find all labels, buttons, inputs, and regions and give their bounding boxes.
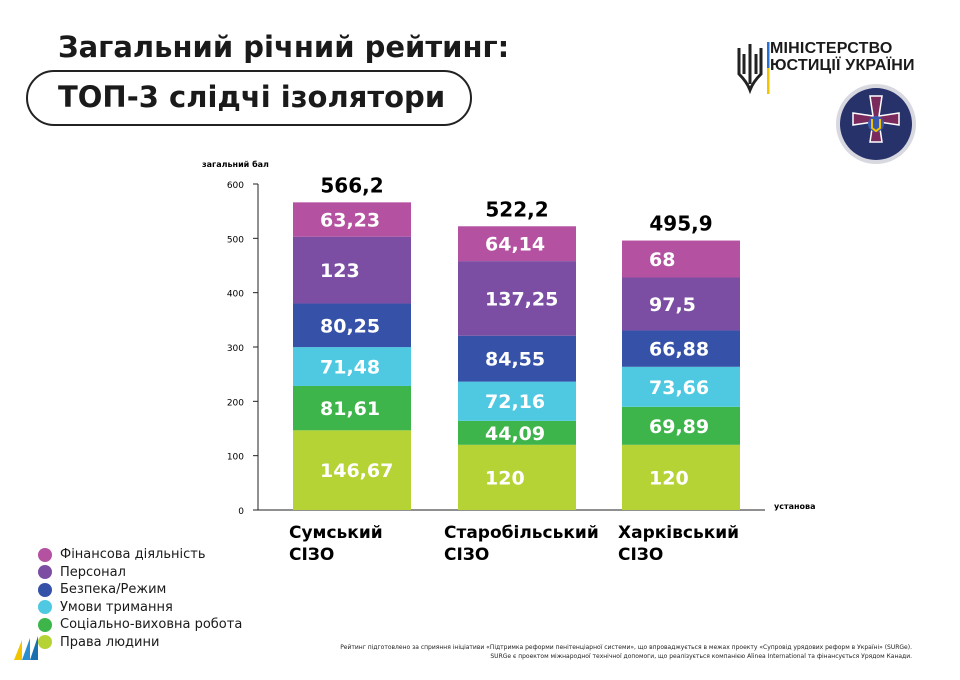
legend-item: Персонал (38, 564, 242, 582)
legend-swatch (38, 635, 52, 650)
bar-segment (458, 261, 576, 336)
category-label: Харківський (618, 523, 739, 543)
data-label: 81,61 (320, 398, 380, 420)
bar-segment (458, 444, 576, 510)
y-tick-label: 400 (227, 290, 244, 300)
surge-logo-icon (14, 636, 38, 660)
legend-label: Умови тримання (60, 599, 173, 615)
penitentiary-emblem-icon (836, 84, 916, 164)
data-label: 66,88 (649, 339, 709, 361)
data-label: 64,14 (485, 234, 545, 256)
data-label: 68 (649, 249, 675, 271)
data-label: 73,66 (649, 377, 709, 399)
legend-label: Безпека/Режим (60, 582, 167, 598)
ministry-logo-text: МІНІСТЕРСТВО ЮСТИЦІЇ УКРАЇНИ (770, 40, 915, 74)
bar-segment (458, 420, 576, 445)
bar-segment (293, 385, 411, 431)
y-axis-label: загальний бал (202, 159, 269, 169)
legend-swatch (38, 600, 52, 615)
x-axis-label: установа (774, 502, 815, 511)
category-label: СІЗО (289, 545, 334, 565)
data-label: 137,25 (485, 288, 558, 310)
total-label: 566,2 (320, 173, 383, 197)
legend-swatch (38, 565, 52, 580)
legend-swatch (38, 617, 52, 632)
bar-segment (293, 236, 411, 304)
bar-segment (622, 444, 740, 510)
legend-swatch (38, 582, 52, 597)
category-label: СІЗО (444, 545, 489, 565)
legend-label: Соціально-виховна робота (60, 617, 243, 633)
legend-item: Фінансова діяльність (38, 546, 242, 564)
category-label: Старобільський (444, 523, 599, 543)
data-label: 44,09 (485, 423, 545, 445)
bar-segment (293, 202, 411, 237)
data-label: 97,5 (649, 294, 696, 316)
legend: Фінансова діяльність Персонал Безпека/Режи… (38, 546, 242, 651)
footnote-line1: Рейтинг підготовлено за сприяння ініціат… (340, 644, 912, 651)
footnote-line2: SURGe є проектом міжнародної технічної д… (490, 653, 912, 660)
category-label: СІЗО (618, 545, 663, 565)
y-tick-label: 100 (227, 453, 244, 463)
y-tick-label: 300 (227, 344, 244, 354)
bar-segment (293, 430, 411, 510)
y-tick-label: 500 (227, 235, 244, 245)
y-tick-label: 200 (227, 398, 244, 408)
page-subtitle: ТОП-3 слідчі ізолятори (58, 80, 446, 114)
trident-logo-icon (737, 42, 770, 95)
bar-segment (293, 347, 411, 386)
data-label: 84,55 (485, 349, 545, 371)
category-label: Сумський (289, 523, 383, 543)
y-tick-label: 0 (238, 507, 244, 517)
total-label: 522,2 (485, 197, 548, 221)
bar-segment (622, 240, 740, 278)
data-label: 120 (485, 467, 525, 489)
subtitle-pill (26, 70, 472, 126)
bar-segment (458, 335, 576, 382)
total-label: 495,9 (649, 212, 712, 236)
legend-label: Фінансова діяльність (60, 547, 206, 563)
data-label: 69,89 (649, 416, 709, 438)
legend-item: Умови тримання (38, 599, 242, 617)
y-tick-label: 600 (227, 181, 244, 191)
bar-segment (622, 330, 740, 367)
data-label: 120 (649, 467, 689, 489)
data-label: 80,25 (320, 315, 380, 337)
bar-segment (622, 406, 740, 445)
logo-line1: МІНІСТЕРСТВО (770, 40, 893, 57)
legend-item: Соціально-виховна робота (38, 616, 242, 634)
page-title: Загальний річний рейтинг: (58, 30, 510, 64)
data-label: 146,67 (320, 460, 393, 482)
data-label: 72,16 (485, 391, 545, 413)
footnote: Рейтинг підготовлено за сприяння ініціат… (340, 643, 912, 661)
legend-item: Права людини (38, 634, 242, 652)
data-label: 63,23 (320, 210, 380, 232)
bar-segment (622, 366, 740, 407)
bar-segment (622, 277, 740, 331)
bar-segment (458, 226, 576, 262)
bar-segment (458, 381, 576, 421)
data-label: 71,48 (320, 357, 380, 379)
legend-swatch (38, 547, 52, 562)
logo-line2: ЮСТИЦІЇ УКРАЇНИ (770, 57, 915, 74)
legend-item: Безпека/Режим (38, 581, 242, 599)
data-label: 123 (320, 260, 360, 282)
legend-label: Персонал (60, 564, 126, 580)
legend-label: Права людини (60, 634, 160, 650)
bar-segment (293, 303, 411, 348)
